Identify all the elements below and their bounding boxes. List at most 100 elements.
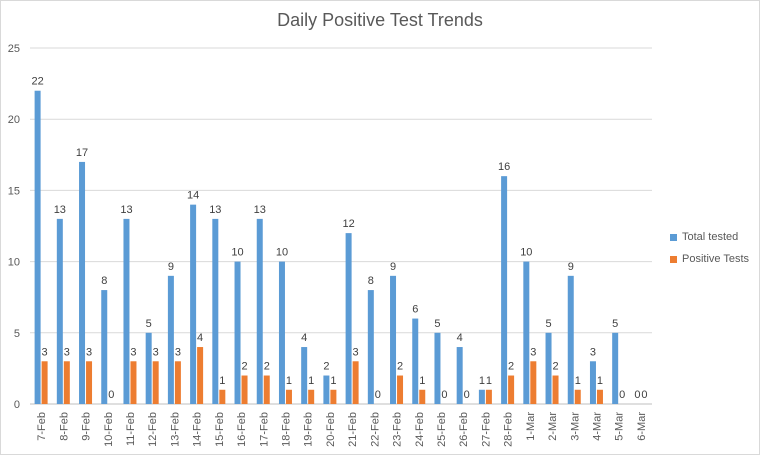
bar-positive-tests [130,361,137,404]
data-label-positive-tests: 1 [219,375,225,387]
data-label-positive-tests: 2 [397,361,403,373]
x-tick-label: 2-Mar [547,412,559,441]
data-label-total-tested: 5 [612,318,618,330]
data-label-positive-tests: 1 [308,375,314,387]
x-tick-label: 9-Feb [81,412,93,441]
bar-positive-tests [174,361,181,404]
data-label-total-tested: 9 [568,261,574,273]
x-tick-label: 6-Mar [636,412,648,441]
bar-positive-tests [397,375,404,404]
data-label-total-tested: 4 [457,332,463,344]
x-tick-label: 7-Feb [36,412,48,441]
data-label-positive-tests: 0 [641,389,647,401]
bar-total-tested [123,218,130,404]
bar-total-tested [167,275,174,404]
bar-total-tested [567,275,574,404]
bar-total-tested [390,275,397,404]
bar-positive-tests [485,389,492,404]
bar-positive-tests [219,389,226,404]
bar-positive-tests [352,361,359,404]
data-label-positive-tests: 3 [130,346,136,358]
data-label-positive-tests: 3 [153,346,159,358]
data-label-total-tested: 22 [31,76,43,88]
data-label-total-tested: 6 [412,304,418,316]
x-tick-label: 11-Feb [125,412,137,446]
data-label-total-tested: 5 [545,318,551,330]
x-tick-label: 21-Feb [347,412,359,447]
y-tick-label: 20 [8,114,20,126]
data-label-positive-tests: 2 [552,361,558,373]
data-label-positive-tests: 1 [597,375,603,387]
data-label-total-tested: 1 [479,375,485,387]
data-label-positive-tests: 2 [264,361,270,373]
x-tick-label: 25-Feb [436,412,448,447]
data-label-positive-tests: 1 [419,375,425,387]
x-tick-label: 23-Feb [392,412,404,447]
bar-positive-tests [574,389,581,404]
data-label-total-tested: 3 [590,346,596,358]
bar-total-tested [212,218,219,404]
data-label-positive-tests: 0 [108,389,114,401]
data-label-positive-tests: 3 [86,346,92,358]
bar-total-tested [34,90,41,404]
x-tick-label: 16-Feb [236,412,248,447]
data-label-positive-tests: 3 [64,346,70,358]
x-tick-label: 13-Feb [169,412,181,447]
bar-total-tested [278,261,285,404]
data-label-positive-tests: 2 [508,361,514,373]
bar-positive-tests [530,361,537,404]
bar-positive-tests [308,389,315,404]
bar-total-tested [323,375,330,404]
bar-positive-tests [552,375,559,404]
x-tick-label: 20-Feb [325,412,337,447]
bar-total-tested [589,361,596,404]
data-label-total-tested: 14 [187,190,199,202]
data-label-positive-tests: 3 [42,346,48,358]
data-label-positive-tests: 0 [441,389,447,401]
bar-total-tested [612,332,619,404]
data-label-total-tested: 10 [276,247,288,259]
x-tick-label: 3-Mar [569,412,581,441]
data-label-positive-tests: 0 [375,389,381,401]
data-label-positive-tests: 4 [197,332,203,344]
bar-total-tested [190,204,197,404]
bar-positive-tests [152,361,159,404]
data-label-total-tested: 12 [342,218,354,230]
data-label-total-tested: 8 [101,275,107,287]
data-label-total-tested: 0 [634,389,640,401]
x-tick-label: 5-Mar [614,412,626,441]
bar-positive-tests [596,389,603,404]
bar-positive-tests [330,389,337,404]
y-tick-label: 0 [14,399,20,411]
data-label-total-tested: 10 [520,247,532,259]
bar-positive-tests [241,375,248,404]
bar-total-tested [367,290,374,404]
y-tick-label: 5 [14,328,20,340]
bar-positive-tests [63,361,70,404]
bar-positive-tests [285,389,292,404]
x-tick-label: 15-Feb [214,412,226,447]
bar-total-tested [523,261,530,404]
data-label-positive-tests: 3 [353,346,359,358]
bar-positive-tests [41,361,48,404]
x-tick-label: 27-Feb [480,412,492,447]
bar-total-tested [145,332,152,404]
data-label-positive-tests: 2 [241,361,247,373]
bar-total-tested [545,332,552,404]
bar-positive-tests [508,375,515,404]
x-tick-label: 22-Feb [369,412,381,447]
y-tick-label: 10 [8,257,20,269]
legend-label-total-tested: Total tested [682,231,739,243]
data-label-total-tested: 16 [498,161,510,173]
legend-item-total-tested: Total tested [670,226,749,248]
legend-item-positive-tests: Positive Tests [670,248,749,270]
bar-total-tested [345,233,352,404]
x-tick-label: 4-Mar [591,412,603,441]
bar-total-tested [501,176,508,404]
x-tick-label: 28-Feb [503,412,515,447]
data-label-total-tested: 17 [76,147,88,159]
bar-total-tested [434,332,441,404]
x-tick-label: 12-Feb [147,412,159,447]
data-label-total-tested: 4 [301,332,307,344]
x-tick-label: 10-Feb [103,412,115,447]
